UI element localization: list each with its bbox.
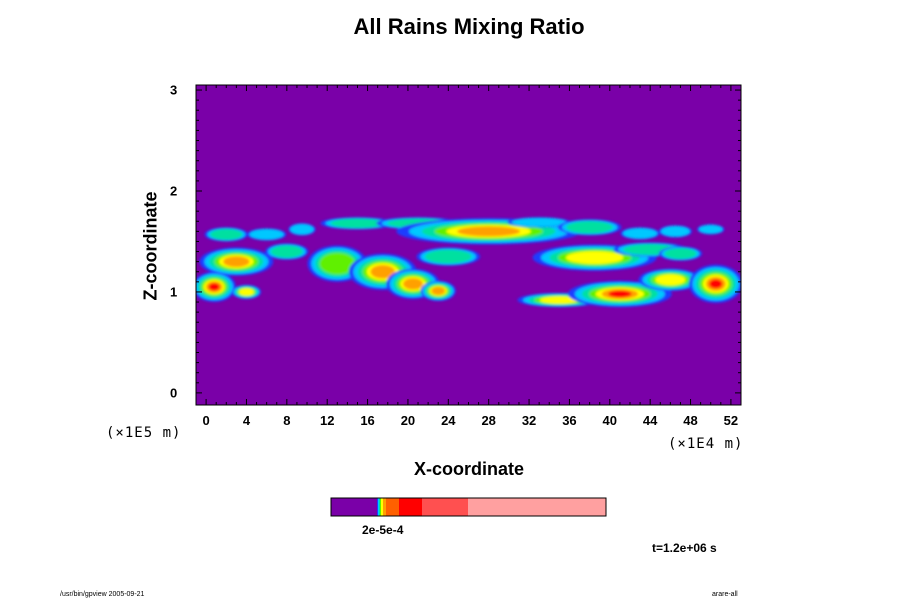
x-tick-label: 12	[319, 413, 335, 428]
colorbar-segment	[379, 498, 380, 516]
x-tick-label: 0	[202, 413, 210, 428]
x-tick-label: 20	[400, 413, 416, 428]
x-tick-label: 52	[723, 413, 739, 428]
x-tick-label: 32	[521, 413, 537, 428]
x-tick-label: 16	[360, 413, 375, 428]
rain-cell-16-level-6	[370, 265, 395, 279]
colorbar-label: 2e-5e-4	[362, 523, 404, 537]
colorbar-segment	[378, 498, 379, 516]
x-tick-label: 44	[642, 413, 658, 428]
rain-field	[196, 217, 741, 308]
rain-cell-25-level-8	[709, 279, 723, 289]
rain-cell-14-level-3	[270, 245, 303, 258]
rain-cell-12-level-6	[223, 256, 250, 267]
x-tick-label: 4	[242, 413, 251, 428]
rain-cell-18-level-6	[431, 286, 446, 295]
x-axis-ticks	[205, 85, 732, 405]
y-tick-label: 3	[170, 82, 178, 98]
colorbar-segment	[331, 498, 377, 516]
y-tick-label: 2	[170, 183, 178, 199]
rain-cell-2-level-2	[290, 224, 314, 235]
rain-cell-1-level-2	[249, 229, 284, 240]
rain-cell-5-level-6	[457, 226, 521, 237]
x-tick-label: 8	[283, 413, 291, 428]
colorbar-segment	[468, 498, 606, 516]
rain-cell-3-level-3	[330, 218, 385, 228]
rain-cell-7-level-3	[566, 221, 613, 234]
rain-cell-23-level-8	[608, 290, 632, 298]
y-tick-label: 1	[170, 284, 178, 300]
rain-cell-22-level-5	[539, 296, 580, 304]
x-axis-label: X-coordinate	[413, 459, 524, 479]
rain-cell-6-level-2	[511, 217, 567, 227]
rain-cell-13-level-5	[239, 288, 254, 296]
x-tick-label: 48	[683, 413, 698, 428]
rain-cell-8-level-2	[622, 228, 658, 239]
rain-cell-17-level-6	[403, 278, 423, 290]
rain-cell-26-level-3	[664, 248, 697, 259]
colorbar-segment	[422, 498, 468, 516]
x-tick-label: 28	[481, 413, 496, 428]
rain-cell-24-level-5	[655, 274, 686, 286]
footer-left: /usr/bin/gpview 2005-09-21	[60, 591, 145, 598]
y-axis-label: Z-coordinate	[140, 191, 161, 301]
colorbar-segment	[383, 498, 386, 516]
colorbar-segment	[399, 498, 422, 516]
rain-cell-15-level-4	[319, 252, 356, 275]
x-tick-label: 24	[441, 413, 456, 428]
rain-cell-20-level-5	[565, 251, 624, 265]
x-tick-label: 40	[602, 413, 618, 428]
colorbar-segment	[386, 498, 399, 516]
footer-right: arare-all	[712, 591, 738, 598]
colorbar-segment	[381, 498, 383, 516]
colorbar	[330, 497, 607, 517]
x-axis-unit: (×1E4 m)	[668, 436, 744, 452]
rain-cell-19-level-3	[425, 249, 472, 264]
colorbar-frame	[330, 497, 607, 517]
chart-title: All Rains Mixing Ratio	[353, 14, 585, 39]
rain-cell-10-level-2	[698, 224, 723, 234]
colorbar-segment	[377, 498, 378, 516]
colorbar-segment	[380, 498, 381, 516]
rain-cell-9-level-2	[660, 226, 690, 237]
rain-cell-11-level-8	[208, 283, 220, 291]
rain-cell-0-level-3	[210, 229, 243, 240]
y-tick-label: 0	[170, 385, 178, 401]
x-tick-label: 36	[562, 413, 577, 428]
y-axis-ticks	[196, 89, 741, 394]
y-axis-unit: (×1E5 m)	[106, 425, 182, 441]
time-label: t=1.2e+06 s	[652, 541, 717, 555]
